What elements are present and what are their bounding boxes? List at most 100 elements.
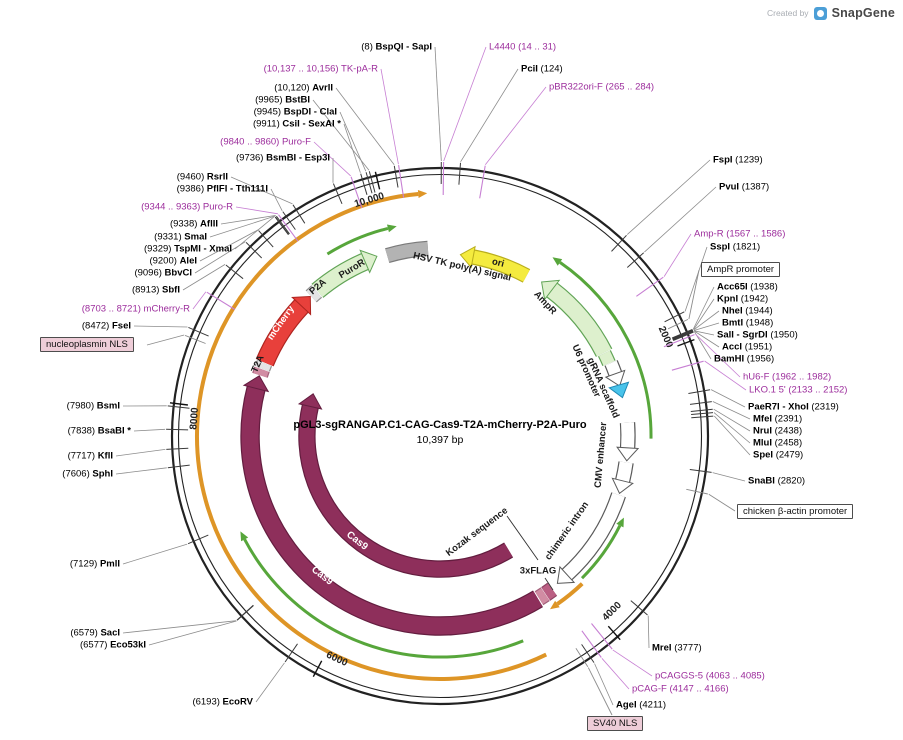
primer-label-puro-r[interactable]: (9344 .. 9363) Puro-R bbox=[141, 202, 233, 213]
feature-nucleoplasmin-nls[interactable] bbox=[253, 367, 269, 378]
enzyme-label-rsrii[interactable]: (9460) RsrII bbox=[177, 172, 228, 183]
site-name: FspI bbox=[713, 154, 733, 166]
site-tick bbox=[689, 401, 712, 405]
enzyme-label-bstbi[interactable]: (9965) BstBI bbox=[255, 95, 310, 106]
site-position: (7129) bbox=[69, 558, 98, 570]
enzyme-label-sspi[interactable]: SspI (1821) bbox=[710, 242, 760, 253]
feature-box-label-nucleoplasmin-nls[interactable]: nucleoplasmin NLS bbox=[40, 337, 134, 352]
enzyme-label-pvui[interactable]: PvuI (1387) bbox=[719, 182, 769, 193]
enzyme-label-kfli[interactable]: (7717) KflI bbox=[68, 451, 113, 462]
orf-arc-green-right[interactable] bbox=[559, 261, 653, 439]
enzyme-label-saci[interactable]: (6579) SacI bbox=[70, 628, 120, 639]
leader-line bbox=[434, 46, 442, 162]
feature-chimeric-intron[interactable] bbox=[562, 492, 625, 580]
enzyme-label-avrii[interactable]: (10,120) AvrII bbox=[274, 83, 333, 94]
enzyme-label-bamhi[interactable]: BamHI (1956) bbox=[714, 354, 774, 365]
feature-ori[interactable] bbox=[471, 250, 530, 282]
marker-tick-8000 bbox=[169, 402, 188, 406]
enzyme-label-pflfi-tth111i[interactable]: (9386) PflFI - Tth111I bbox=[177, 184, 268, 195]
enzyme-label-csii-sexai[interactable]: (9911) CsiI - SexAI * bbox=[253, 119, 341, 130]
leader-line bbox=[220, 215, 276, 225]
enzyme-label-smai[interactable]: (9331) SmaI bbox=[154, 232, 207, 243]
feature-sv40-nls[interactable] bbox=[535, 588, 550, 605]
snapgene-logo-icon bbox=[813, 6, 827, 20]
enzyme-label-bmti[interactable]: BmtI (1948) bbox=[722, 318, 773, 329]
enzyme-label-paer7i-xhoi[interactable]: PaeR7I - XhoI (2319) bbox=[748, 402, 839, 413]
feature-label-ori[interactable]: ori bbox=[491, 256, 505, 270]
enzyme-label-alei[interactable]: (9200) AleI bbox=[149, 256, 197, 267]
feature-box-label-chicken-actin-promoter[interactable]: chicken β-actin promoter bbox=[737, 504, 854, 519]
orf-arc-green-right-low[interactable] bbox=[580, 524, 622, 580]
feature-cas9-inner[interactable] bbox=[299, 404, 513, 577]
orf-arc-green-bottom[interactable] bbox=[243, 538, 524, 659]
enzyme-label-acci[interactable]: AccI (1951) bbox=[722, 342, 772, 353]
enzyme-label-acc65i[interactable]: Acc65I (1938) bbox=[717, 282, 778, 293]
enzyme-label-nrui[interactable]: NruI (2438) bbox=[753, 426, 802, 437]
feature-ampr[interactable] bbox=[546, 283, 612, 357]
primer-label-pcaggs-5[interactable]: pCAGGS-5 (4063 .. 4085) bbox=[655, 671, 765, 682]
primer-label-mcherry-r[interactable]: (8703 .. 8721) mCherry-R bbox=[82, 304, 190, 315]
enzyme-label-fsei[interactable]: (8472) FseI bbox=[82, 321, 131, 332]
leader-line bbox=[704, 360, 747, 391]
primer-label-pcag-f[interactable]: pCAG-F (4147 .. 4166) bbox=[632, 684, 729, 695]
primer-label-pbr322ori-f[interactable]: pBR322ori-F (265 .. 284) bbox=[549, 82, 654, 93]
site-name: SspI bbox=[710, 241, 731, 253]
primer-label-tk-pa-r[interactable]: (10,137 .. 10,156) TK-pA-R bbox=[264, 64, 378, 75]
enzyme-label-bsmi[interactable]: (7980) BsmI bbox=[67, 401, 120, 412]
enzyme-label-ecorv[interactable]: (6193) EcoRV bbox=[192, 697, 253, 708]
site-name: Puro-R bbox=[202, 201, 233, 213]
feature-hsv-tk-poly-a-signal[interactable] bbox=[385, 241, 429, 262]
enzyme-label-kpni[interactable]: KpnI (1942) bbox=[717, 294, 768, 305]
primer-label-amp-r[interactable]: Amp-R (1567 .. 1586) bbox=[694, 229, 785, 240]
site-name: EcoRV bbox=[222, 696, 253, 708]
feature-box-label-sv40-nls[interactable]: SV40 NLS bbox=[587, 716, 644, 731]
site-position: (9736) bbox=[236, 152, 264, 164]
feature-puror[interactable] bbox=[312, 254, 369, 298]
site-name: AgeI bbox=[616, 699, 637, 711]
enzyme-label-nhei[interactable]: NheI (1944) bbox=[722, 306, 773, 317]
site-tick bbox=[166, 447, 189, 450]
site-position: (6579) bbox=[70, 627, 98, 639]
feature-p2a[interactable] bbox=[306, 286, 322, 302]
enzyme-label-mrei[interactable]: MreI (3777) bbox=[652, 643, 702, 654]
site-tick bbox=[591, 623, 613, 650]
enzyme-label-mfei[interactable]: MfeI (2391) bbox=[753, 414, 802, 425]
enzyme-label-bspqi-sapi[interactable]: (8) BspQI - SapI bbox=[361, 42, 432, 53]
enzyme-label-bsmbi-esp3i[interactable]: (9736) BsmBI - Esp3I bbox=[236, 153, 330, 164]
site-name: AvrII bbox=[312, 82, 333, 94]
enzyme-label-bspdi-clai[interactable]: (9945) BspDI - ClaI bbox=[254, 107, 337, 118]
position-marker-8000: 8000 bbox=[188, 407, 201, 430]
feature-box-tick bbox=[686, 488, 708, 495]
site-tick bbox=[282, 211, 296, 230]
enzyme-label-pmli[interactable]: (7129) PmlI bbox=[70, 559, 120, 570]
orf-arc-gold-short[interactable] bbox=[556, 582, 584, 606]
enzyme-label-agei[interactable]: AgeI (4211) bbox=[616, 700, 666, 711]
feature-mcherry[interactable] bbox=[256, 300, 308, 367]
enzyme-label-tspmi-xmai[interactable]: (9329) TspMI - XmaI bbox=[144, 244, 232, 255]
enzyme-label-bbvci[interactable]: (9096) BbvCI bbox=[134, 268, 192, 279]
enzyme-label-mlui[interactable]: MluI (2458) bbox=[753, 438, 802, 449]
primer-label-lko-1-5[interactable]: LKO.1 5' (2133 .. 2152) bbox=[749, 385, 847, 396]
primer-label-l4440[interactable]: L4440 (14 .. 31) bbox=[489, 42, 556, 53]
enzyme-label-aflii[interactable]: (9338) AflII bbox=[170, 219, 218, 230]
feature-ampr-promoter[interactable] bbox=[599, 350, 615, 366]
enzyme-label-sphi[interactable]: (7606) SphI bbox=[62, 469, 113, 480]
enzyme-label-spei[interactable]: SpeI (2479) bbox=[753, 450, 803, 461]
enzyme-label-sbfi[interactable]: (8913) SbfI bbox=[132, 285, 180, 296]
feature-puror-arrowhead bbox=[359, 249, 378, 274]
enzyme-label-eco53ki[interactable]: (6577) Eco53kI bbox=[80, 640, 146, 651]
feature-box-label-ampr-promoter[interactable]: AmpR promoter bbox=[701, 262, 781, 277]
enzyme-label-fspi[interactable]: FspI (1239) bbox=[713, 155, 763, 166]
enzyme-label-pcii[interactable]: PciI (124) bbox=[521, 64, 563, 75]
enzyme-label-bsabi[interactable]: (7838) BsaBI * bbox=[68, 426, 131, 437]
primer-label-puro-f[interactable]: (9840 .. 9860) Puro-F bbox=[220, 137, 311, 148]
feature-box-tick bbox=[667, 318, 689, 330]
feature-cas9[interactable] bbox=[241, 386, 543, 635]
primer-label-hu6-f[interactable]: hU6-F (1962 .. 1982) bbox=[743, 372, 831, 383]
enzyme-label-sali-sgrdi[interactable]: SalI - SgrDI (1950) bbox=[717, 330, 798, 341]
enzyme-label-snabi[interactable]: SnaBI (2820) bbox=[748, 476, 805, 487]
feature-label-3xflag[interactable]: 3xFLAG bbox=[520, 566, 556, 577]
orf-arc-gold-long[interactable] bbox=[195, 192, 548, 681]
orf-arc-green-top[interactable] bbox=[326, 226, 389, 256]
feature-t2a[interactable] bbox=[255, 360, 271, 372]
